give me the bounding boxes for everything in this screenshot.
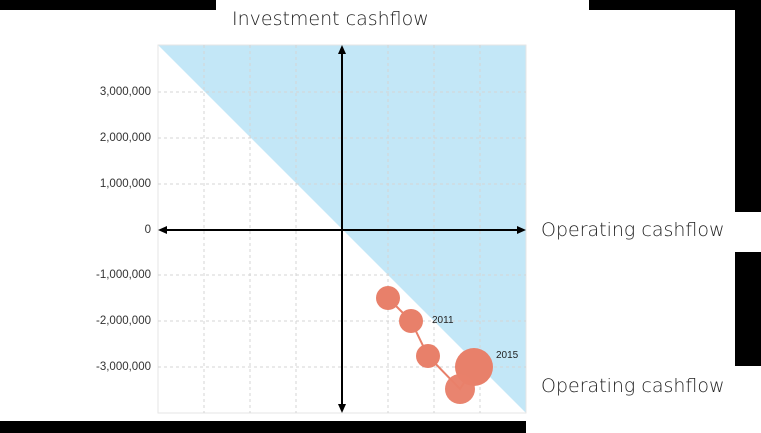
bubble-point[interactable] bbox=[416, 344, 440, 368]
x-axis-title-right: Operating cashflow bbox=[541, 219, 725, 241]
y-tick-label: 2,000,000 bbox=[99, 132, 151, 144]
bubble-point[interactable] bbox=[445, 374, 475, 404]
arrow-right-icon bbox=[517, 226, 526, 234]
y-tick-label: -1,000,000 bbox=[96, 269, 151, 281]
y-tick-label: 3,000,000 bbox=[99, 86, 151, 98]
mask-right-upper bbox=[735, 10, 761, 212]
mask-top-right bbox=[589, 0, 761, 10]
arrow-down-icon bbox=[338, 404, 346, 413]
grid-horizontal bbox=[158, 91, 526, 368]
point-label-2011: 2011 bbox=[432, 315, 454, 326]
y-tick-label: -3,000,000 bbox=[96, 361, 151, 373]
y-tick-label: -2,000,000 bbox=[96, 315, 151, 327]
bubble-point[interactable] bbox=[376, 286, 400, 310]
x-axis-title-bottom: Operating cashflow bbox=[541, 375, 725, 397]
mask-top-left bbox=[0, 0, 216, 10]
mask-bottom bbox=[0, 421, 526, 433]
bubble-point-2011[interactable] bbox=[399, 309, 423, 333]
axes bbox=[165, 52, 519, 406]
y-axis-title: Investment cashflow bbox=[232, 8, 429, 30]
arrow-left-icon bbox=[158, 226, 167, 234]
y-tick-label: 0 bbox=[144, 224, 151, 236]
point-label-2015: 2015 bbox=[496, 350, 519, 361]
y-tick-label: 1,000,000 bbox=[99, 178, 151, 190]
mask-right-lower bbox=[735, 252, 761, 366]
arrow-up-icon bbox=[338, 45, 346, 54]
bubbles bbox=[376, 286, 493, 404]
